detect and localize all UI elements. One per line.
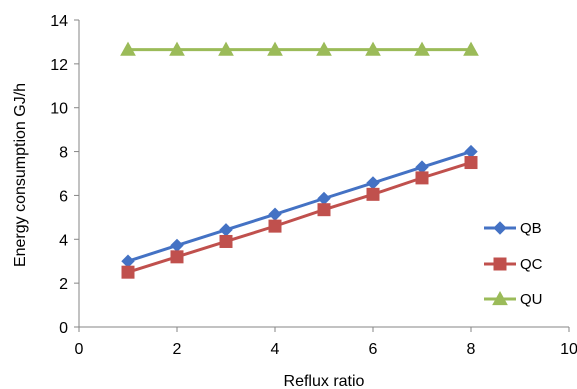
- series-qu: [120, 41, 479, 56]
- series-line-qc: [127, 161, 472, 274]
- x-axis-title: Reflux ratio: [284, 373, 365, 389]
- legend-label-qu: QU: [520, 291, 543, 308]
- data-point-qc: [317, 203, 331, 217]
- x-tick-label: 10: [560, 341, 577, 358]
- x-tick-label: 6: [369, 341, 378, 358]
- data-point-qb: [317, 191, 331, 206]
- x-tick-label: 4: [271, 341, 280, 358]
- y-tick-label: 10: [50, 101, 68, 118]
- data-point-qu: [218, 41, 234, 56]
- data-point-qc: [219, 234, 233, 248]
- series-qb: [121, 144, 478, 268]
- data-point-qu: [267, 41, 283, 56]
- y-tick-label: 6: [59, 188, 68, 205]
- y-tick-label: 4: [59, 232, 68, 249]
- series-line-qb: [127, 150, 472, 263]
- data-point-qu: [120, 41, 136, 56]
- x-tick-label: 0: [75, 341, 84, 358]
- y-tick-label: 12: [50, 57, 68, 74]
- data-point-qb: [464, 144, 478, 159]
- data-point-qb: [121, 254, 135, 268]
- data-point-qc: [121, 265, 135, 279]
- legend-marker-qb: [493, 221, 507, 235]
- y-tick-label: 8: [59, 145, 68, 162]
- data-point-qb: [366, 176, 380, 190]
- axes-layer: 0 2 4 6 8 10 12 14 0 2 4 6 8 10: [50, 13, 577, 358]
- y-tick-label: 0: [59, 320, 68, 337]
- legend-item-qu: QU: [484, 290, 543, 308]
- data-point-qu: [169, 41, 185, 56]
- data-point-qu: [316, 41, 332, 56]
- legend-item-qb: QB: [484, 220, 542, 237]
- data-point-qb: [219, 223, 233, 237]
- legend-marker-qu: [492, 290, 508, 306]
- data-point-qc: [268, 219, 282, 233]
- y-tick-label: 2: [59, 276, 68, 293]
- data-point-qc: [415, 171, 429, 185]
- legend-item-qc: QC: [484, 256, 543, 273]
- data-point-qc: [464, 156, 478, 170]
- y-axis-title: Energy consumption GJ/h: [12, 83, 29, 267]
- data-point-qu: [365, 41, 381, 56]
- series-qc: [121, 156, 478, 279]
- data-point-qc: [366, 187, 380, 201]
- legend-label-qb: QB: [520, 220, 542, 237]
- x-tick-label: 2: [173, 341, 182, 358]
- series-layer: [120, 41, 479, 279]
- data-point-qc: [170, 250, 184, 264]
- data-point-qu: [463, 41, 479, 56]
- data-point-qu: [414, 41, 430, 56]
- y-tick-label: 14: [50, 13, 68, 30]
- data-point-qb: [170, 238, 184, 253]
- legend-marker-qc: [493, 257, 507, 271]
- x-tick-label: 8: [467, 341, 476, 358]
- legend-label-qc: QC: [520, 256, 543, 273]
- legend: QB QC QU: [484, 220, 543, 308]
- data-point-qb: [415, 160, 429, 174]
- data-point-qb: [268, 207, 282, 221]
